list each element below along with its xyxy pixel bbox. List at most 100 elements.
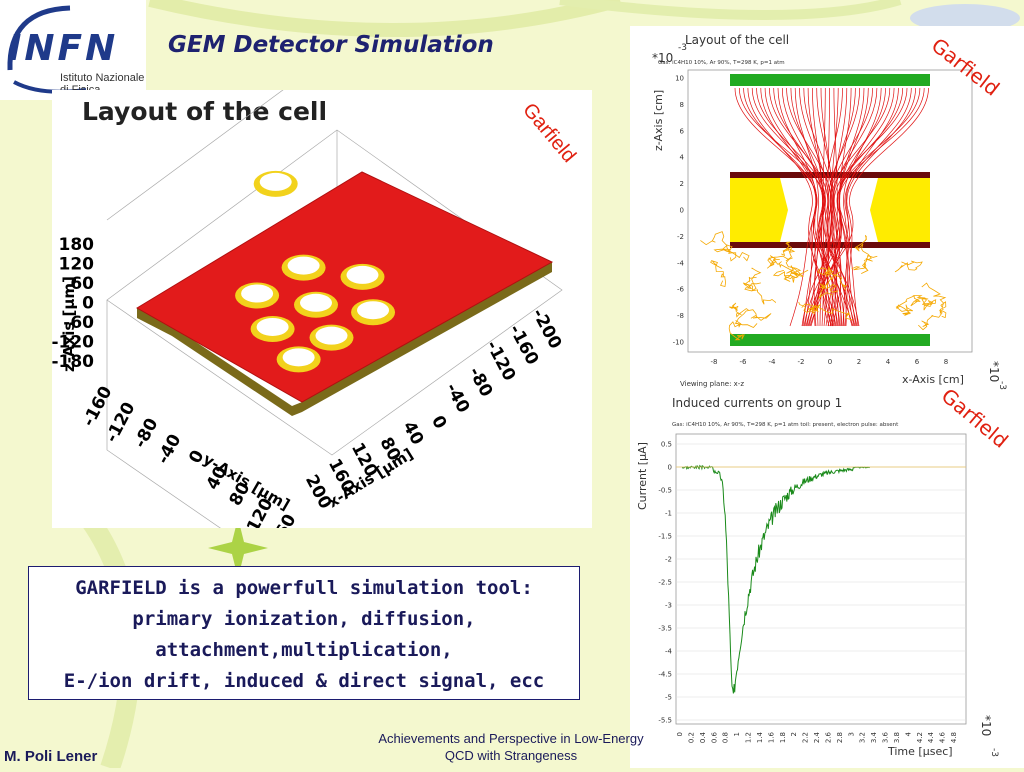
drift-x-tick: 8 — [944, 358, 948, 366]
current-figure-title: Induced currents on group 1 — [672, 396, 842, 410]
gem-hole-opening — [315, 326, 348, 345]
cell-layout-3d-figure: Layout of the cell z-Axis [μm] 180 120 60 0… — [51, 49, 592, 606]
current-x-tick: 0.4 — [699, 731, 707, 743]
current-x-tick: 1.6 — [767, 731, 775, 743]
current-x-tick: 0 — [676, 732, 684, 736]
ionization-track — [713, 244, 750, 262]
ionization-track — [801, 303, 853, 321]
ionization-track — [729, 302, 749, 318]
ionization-track — [817, 266, 841, 278]
drift-y-tick: 4 — [680, 154, 685, 162]
ionization-track — [742, 267, 762, 292]
induced-current-figure: Induced currents on group 1 Gas: iC4H10 … — [630, 383, 1024, 768]
current-x-tick: 4 — [904, 731, 912, 736]
electron-drift-line — [809, 87, 908, 327]
footer-line-1: Achievements and Perspective in Low-Ener… — [378, 731, 644, 746]
drift-y-tick: -4 — [677, 259, 685, 267]
current-y-tick: -1 — [665, 510, 672, 518]
current-x-tick: 4.4 — [927, 731, 935, 743]
x-tick-label: 0 — [427, 413, 450, 433]
ionization-track — [798, 301, 821, 315]
drift-lines-figure: Layout of the cell Gas: iC4H10 10%, Ar 9… — [630, 26, 1024, 396]
current-x-tick: 3 — [847, 732, 855, 736]
x-tick-label: -80 — [464, 364, 496, 401]
current-x-tick: 1.2 — [745, 732, 753, 743]
gem-bottom-copper — [730, 242, 930, 248]
current-x-tick: 3.6 — [882, 731, 890, 743]
electron-drift-line — [824, 87, 843, 327]
electron-drift-line — [844, 87, 912, 327]
y-tick-label: -80 — [130, 415, 162, 452]
ionization-track — [781, 241, 796, 262]
current-x-tick: 3.2 — [859, 732, 867, 743]
logo-subtitle-line1: Istituto Nazionale — [60, 72, 145, 84]
drift-y-axis-label: z-Axis [cm] — [652, 90, 665, 151]
current-x-tick: 4.2 — [916, 732, 924, 743]
ionization-track — [743, 276, 776, 305]
drift-y-tick: 2 — [680, 180, 684, 188]
z-tick-label: -120 — [52, 333, 94, 353]
gem-hole-opening — [300, 293, 332, 312]
footer-conference: Achievements and Perspective in Low-Ener… — [356, 730, 666, 764]
y-exp-label: -3 — [678, 43, 687, 53]
ionization-track — [851, 258, 873, 274]
current-y-tick: -3.5 — [658, 625, 672, 633]
z-tick-label: 60 — [70, 274, 94, 294]
drift-gas-info: Gas: iC4H10 10%, Ar 90%, T=298 K, p=1 at… — [658, 60, 785, 66]
ionization-track — [921, 282, 947, 315]
electron-drift-line — [777, 87, 817, 327]
y-scale-label: *10 — [652, 51, 673, 65]
electron-drift-line — [838, 87, 886, 327]
drift-garfield-stamp: Garfield — [927, 33, 1004, 101]
ionization-track — [918, 310, 947, 331]
gem-top-copper — [730, 172, 930, 178]
current-x-tick: 2.4 — [813, 731, 821, 743]
ionization-track — [894, 260, 923, 273]
current-x-tick: 1 — [733, 732, 741, 736]
current-y-axis-label: Current [μA] — [636, 442, 649, 510]
electron-drift-line — [805, 87, 899, 327]
caption-line-1: GARFIELD is a powerfull simulation tool: — [75, 577, 533, 599]
z-tick-label: 120 — [59, 255, 95, 275]
ionization-track — [905, 295, 937, 307]
current-x-tick: 0.2 — [687, 732, 695, 743]
current-y-tick: -0.5 — [658, 487, 672, 495]
caption-box: GARFIELD is a powerfull simulation tool:… — [28, 566, 580, 700]
gem-hole-opening — [256, 317, 289, 336]
drift-x-tick: -8 — [711, 358, 718, 366]
ionization-track — [767, 255, 801, 274]
current-x-tick: 4.8 — [950, 732, 958, 743]
current-x-tick: 2.2 — [802, 732, 810, 743]
current-y-tick: 0.5 — [661, 441, 672, 449]
current-x-tick: 3.8 — [893, 732, 901, 743]
current-y-tick: -4.5 — [658, 671, 672, 679]
electron-drift-line — [827, 87, 839, 327]
current-y-tick: -5 — [665, 694, 672, 702]
current-x-tick: 1.4 — [756, 731, 764, 743]
ionization-track — [826, 274, 847, 293]
caption-line-4: E-/ion drift, induced & direct signal, e… — [63, 670, 545, 692]
caption-line-2: primary ionization, diffusion, — [132, 608, 476, 630]
ionization-track — [895, 300, 913, 316]
left-figure-title: Layout of the cell — [82, 97, 327, 126]
slide-title: GEM Detector Simulation — [168, 32, 494, 58]
electron-drift-line — [829, 87, 873, 327]
drift-figure-title: Layout of the cell — [685, 33, 789, 47]
gem-hole-opening — [259, 172, 292, 191]
drift-x-axis-label: x-Axis [cm] — [902, 373, 964, 386]
current-y-tick: -3 — [665, 602, 672, 610]
z-tick-label: 180 — [59, 235, 95, 255]
current-y-tick: -2.5 — [658, 579, 672, 587]
induced-current-canvas: Induced currents on group 1 Gas: iC4H10 … — [636, 383, 1013, 758]
drift-x-tick: -2 — [798, 358, 805, 366]
current-x-scale-label: *10 — [979, 715, 993, 736]
electron-drift-line — [827, 87, 861, 327]
current-x-tick: 0.6 — [710, 731, 718, 743]
drift-y-tick: 6 — [680, 127, 685, 135]
z-tick-label: 0 — [82, 294, 94, 314]
current-y-tick: -1.5 — [658, 533, 672, 541]
ionization-track — [700, 231, 737, 262]
current-signal-trace — [681, 464, 870, 694]
viewing-plane-label: Viewing plane: x-z — [680, 380, 744, 388]
current-x-axis-label: Time [μsec] — [887, 745, 953, 758]
